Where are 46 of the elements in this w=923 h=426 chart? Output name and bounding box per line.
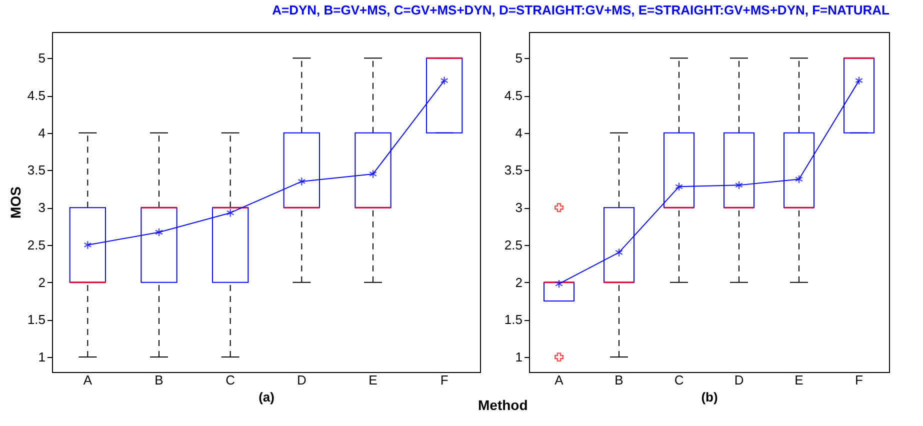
y-tick-label: 4 — [515, 125, 522, 140]
text: Method — [478, 397, 528, 413]
point — [226, 208, 234, 218]
y-tick-label: 2 — [38, 274, 46, 290]
y-tick-label: 1.5 — [27, 312, 46, 328]
y-tick-label: 3.5 — [504, 162, 522, 178]
y-tick-label: 2 — [515, 274, 522, 290]
point — [84, 240, 92, 250]
x-tick-label: D — [296, 372, 306, 388]
point — [155, 228, 163, 237]
x-tick-label: B — [614, 372, 624, 388]
x-tick-label: A — [83, 372, 92, 388]
x-tick-label: B — [154, 372, 164, 388]
point — [675, 182, 683, 192]
y-tick-label: 1 — [38, 350, 46, 365]
y-tick-label: 4.5 — [504, 88, 522, 104]
y-tick-label: 3 — [515, 200, 522, 216]
point — [855, 76, 863, 86]
y-tick-label: 1.5 — [504, 312, 522, 328]
x-tick-label: C — [226, 372, 236, 388]
point — [440, 76, 448, 86]
y-tick-label: 4 — [38, 125, 46, 140]
x-axis-title: (b) — [701, 390, 718, 404]
y-tick-label: 5 — [38, 50, 46, 66]
x-tick-label: D — [734, 372, 744, 388]
y-tick-label: 3.5 — [27, 162, 46, 178]
point — [795, 174, 803, 184]
y-tick-label: 2.5 — [27, 237, 46, 252]
x-tick-label: E — [368, 372, 378, 388]
y-tick-label: 2.5 — [504, 237, 522, 252]
y-tick-label: 5 — [515, 50, 522, 66]
y-tick-label: 3 — [38, 200, 46, 216]
y-tick-label: 1 — [515, 350, 522, 365]
x-tick-label: C — [674, 372, 684, 388]
y-tick-label: 4.5 — [27, 88, 46, 104]
text: A=DYN, B=GV+MS, C=GV+MS+DYN, D=STRAIGHT:GV+MS, E=STRAIGHT:GV+MS+DYN, F=NATURAL — [272, 2, 890, 18]
point — [735, 180, 743, 190]
x-axis-title: (a) — [258, 390, 274, 404]
x-tick-label: A — [554, 372, 564, 388]
point — [298, 176, 306, 186]
point — [615, 248, 623, 257]
x-tick-label: E — [794, 372, 804, 388]
x-tick-label: F — [855, 372, 864, 388]
point — [369, 170, 377, 178]
x-tick-label: F — [440, 372, 448, 388]
y-axis-title: MOS — [7, 186, 24, 218]
